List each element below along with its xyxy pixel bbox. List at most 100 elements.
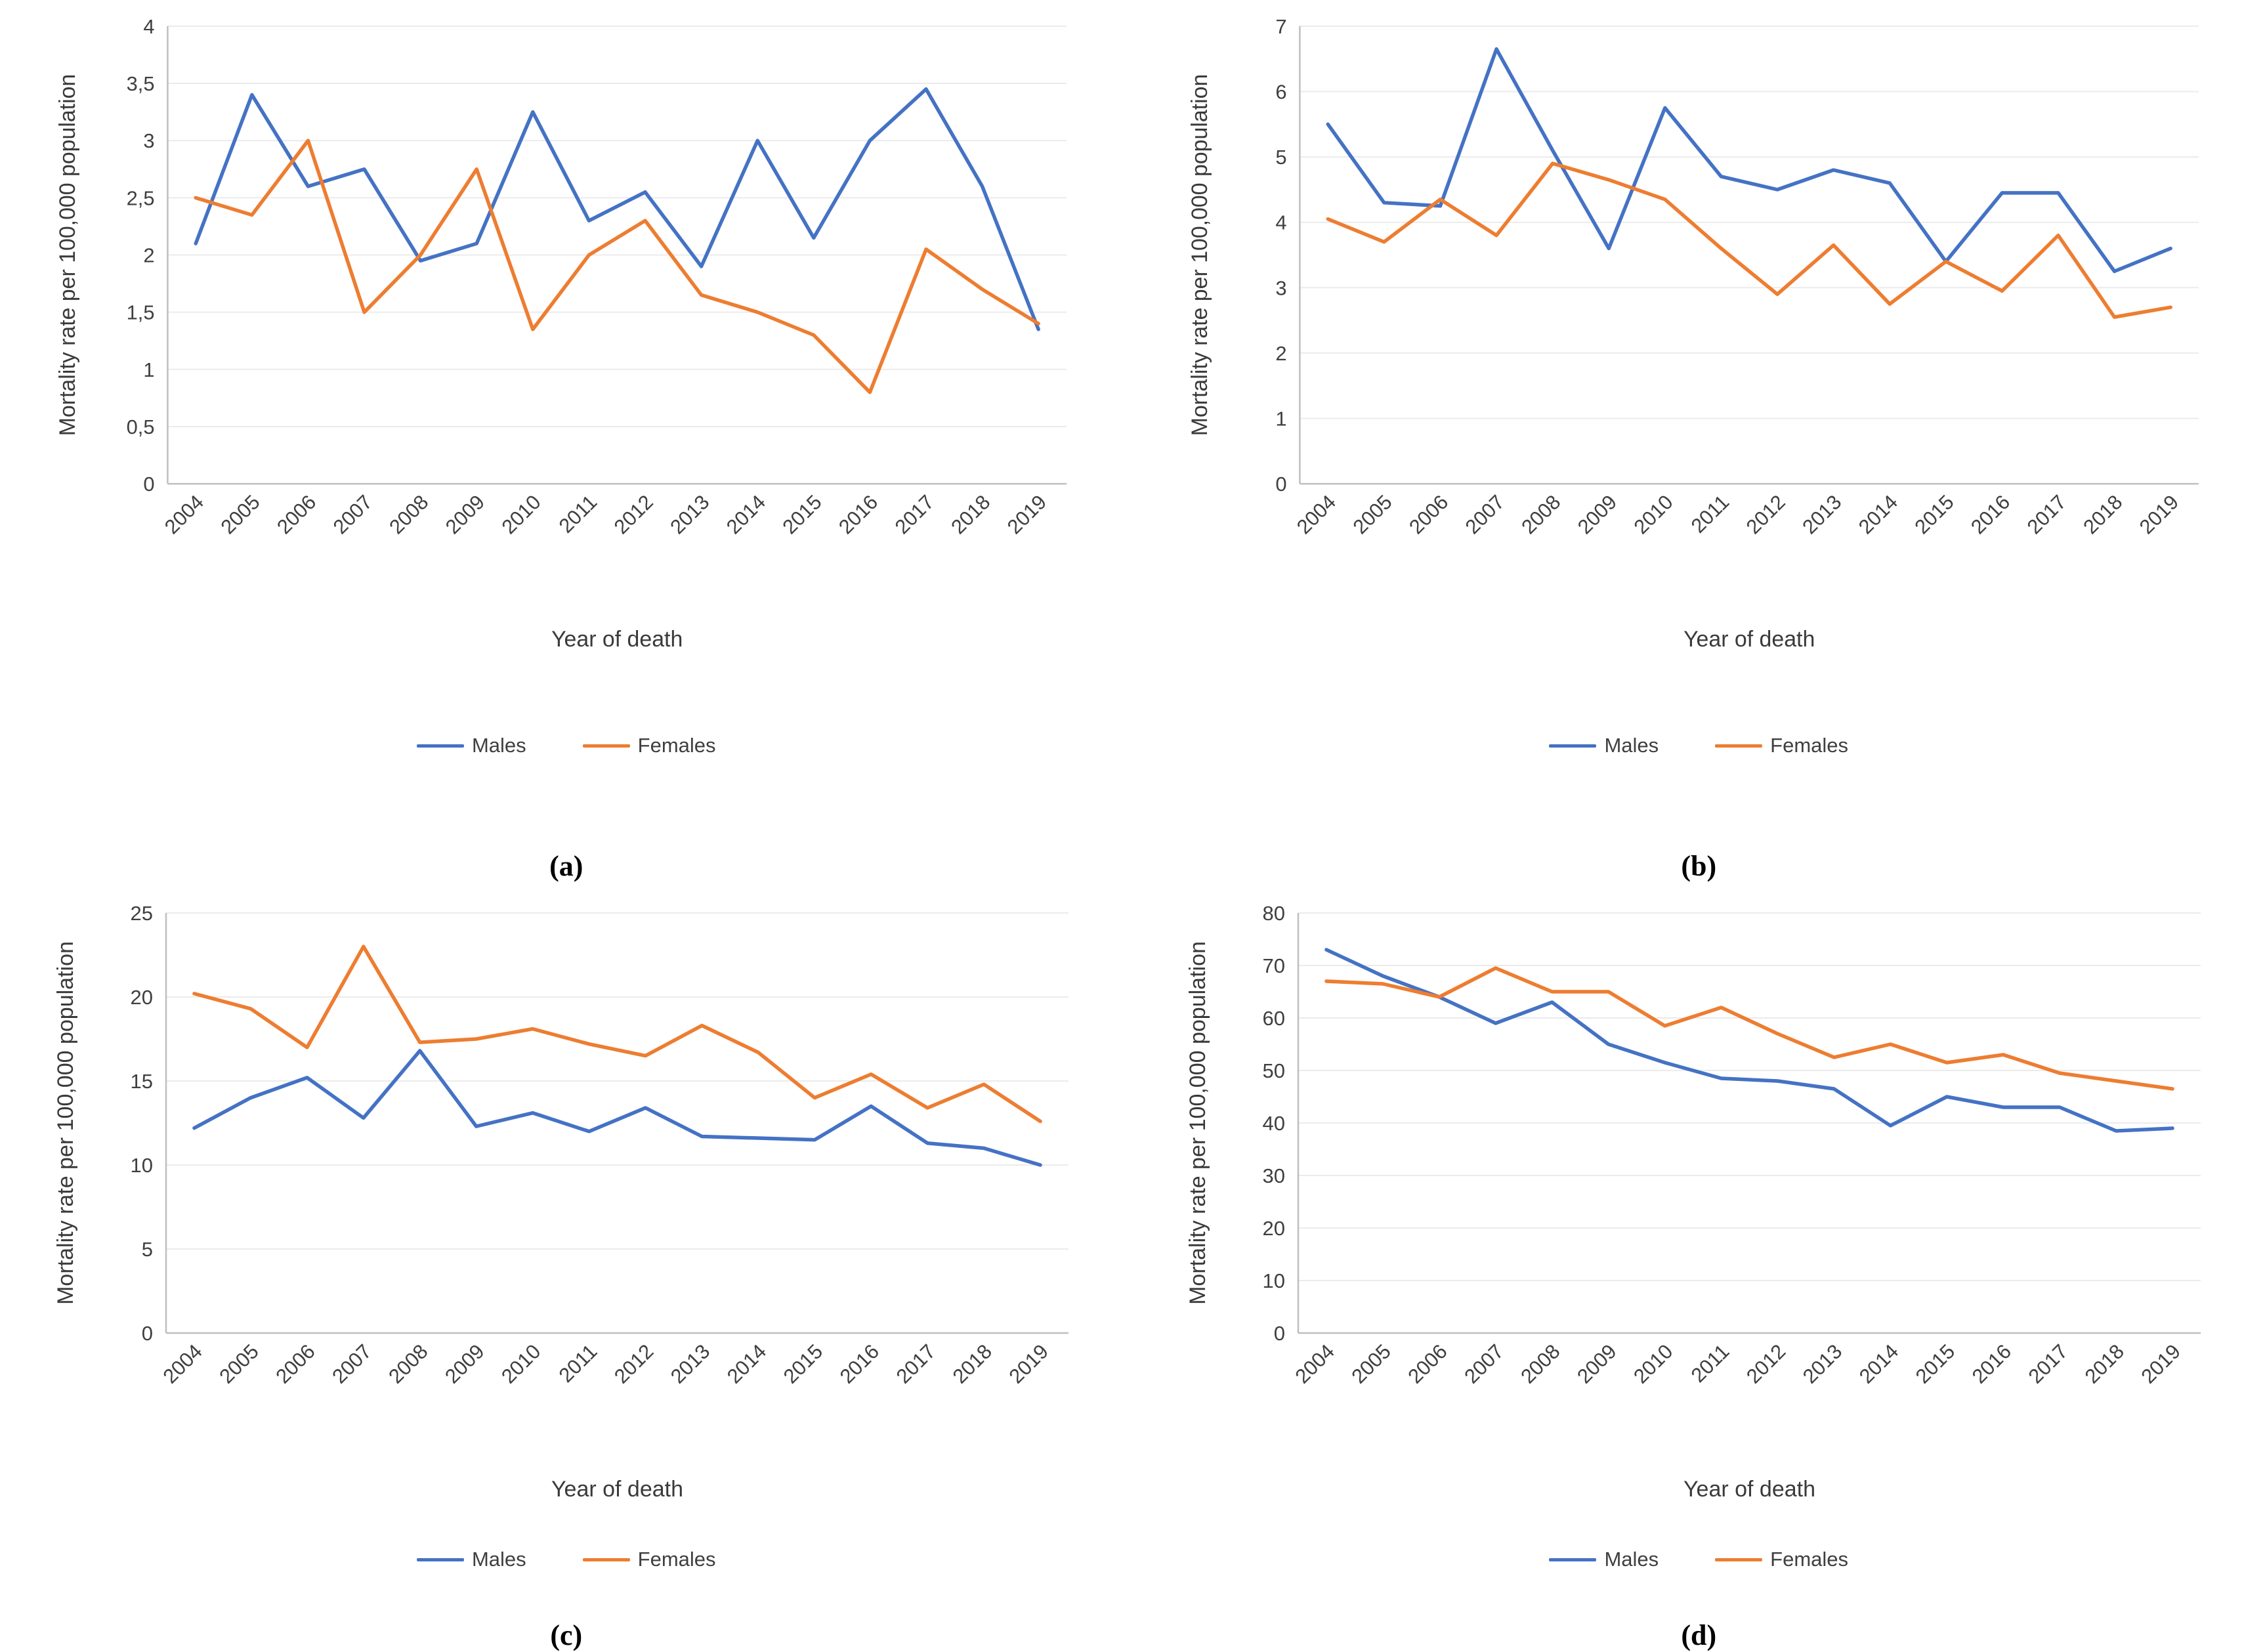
svg-text:2010: 2010	[497, 490, 545, 538]
svg-text:1,5: 1,5	[126, 301, 154, 324]
panel-a: 0 0,5 1 1,5 2 2,5 3 3,5 4 2004 2005 2006 2007 2008 200…	[0, 0, 1133, 883]
axes	[1299, 26, 2199, 485]
svg-text:50: 50	[1263, 1059, 1285, 1082]
females-series-line	[1326, 161, 2173, 319]
y-axis-title: Mortality rate per 100,000 population	[55, 74, 80, 436]
svg-text:2006: 2006	[1405, 490, 1452, 538]
legend-item-males: Males	[1549, 1548, 1659, 1571]
panel-d: 0 10 20 30 40 50 60 70 80 2004 2005 2006 2007 2008 200…	[1133, 883, 2265, 1652]
svg-text:15: 15	[130, 1070, 152, 1093]
females-line-icon	[1715, 744, 1763, 748]
svg-text:2007: 2007	[328, 490, 376, 538]
gridlines	[167, 25, 1067, 427]
males-series-line	[192, 1049, 1042, 1167]
x-axis-tick-labels: 2004 2005 2006 2007 2008 2009 2010 2011 2012 2013…	[1291, 1340, 2186, 1388]
svg-text:40: 40	[1263, 1112, 1285, 1135]
males-line-icon	[1549, 1557, 1597, 1561]
males-series-line	[1326, 47, 2173, 274]
svg-text:10: 10	[130, 1154, 152, 1177]
svg-text:2005: 2005	[215, 1340, 263, 1388]
svg-text:25: 25	[130, 902, 152, 925]
svg-text:2014: 2014	[722, 490, 770, 538]
svg-text:20: 20	[1263, 1217, 1285, 1240]
legend-label-females: Females	[637, 1548, 716, 1571]
svg-text:0: 0	[142, 1322, 153, 1345]
legend-item-females: Females	[1715, 734, 1848, 757]
svg-text:2019: 2019	[1004, 1340, 1053, 1388]
svg-text:2012: 2012	[609, 490, 657, 538]
svg-text:2011: 2011	[1687, 1340, 1734, 1387]
svg-text:2014: 2014	[723, 1340, 771, 1388]
svg-text:2009: 2009	[441, 490, 489, 538]
svg-text:0: 0	[1276, 473, 1287, 496]
svg-text:2005: 2005	[1349, 490, 1397, 538]
svg-text:2018: 2018	[2079, 490, 2127, 538]
svg-text:2011: 2011	[554, 1340, 601, 1387]
legend-a: Males Females	[397, 734, 736, 757]
svg-text:2014: 2014	[1854, 490, 1902, 538]
svg-text:2015: 2015	[778, 1340, 827, 1388]
svg-text:30: 30	[1263, 1164, 1285, 1187]
line-chart-c: 0 5 10 15 20 25 2004 2005 2006 2007 2008 2009 2010 20…	[53, 902, 1069, 1502]
svg-text:80: 80	[1263, 902, 1285, 925]
legend-label-males: Males	[471, 1548, 526, 1571]
legend-item-males: Males	[1549, 734, 1659, 757]
x-axis-tick-labels: 2004 2005 2006 2007 2008 2009 2010 2011 2012 2013…	[160, 490, 1051, 538]
svg-text:2013: 2013	[666, 490, 713, 538]
panel-caption: (c)	[550, 1619, 583, 1651]
legend-label-females: Females	[1770, 1548, 1849, 1571]
females-line-icon	[582, 1557, 630, 1561]
svg-text:2004: 2004	[1291, 1340, 1340, 1388]
x-axis-title: Year of death	[1683, 1477, 1815, 1502]
y-axis-tick-labels: 0 10 20 30 40 50 60 70 80	[1263, 902, 1285, 1345]
svg-text:2017: 2017	[890, 490, 938, 538]
legend-item-females: Females	[1715, 1548, 1848, 1571]
svg-text:2: 2	[1276, 342, 1287, 365]
svg-text:2011: 2011	[554, 490, 601, 538]
legend-d: Males Females	[1529, 1548, 1868, 1571]
females-series-line	[192, 944, 1042, 1124]
svg-text:2018: 2018	[946, 490, 994, 538]
males-series-line	[194, 87, 1040, 331]
svg-text:2012: 2012	[1742, 490, 1790, 538]
svg-text:20: 20	[130, 986, 152, 1009]
y-axis-tick-labels: 0 1 2 3 4 5 6 7	[1276, 15, 1287, 496]
y-axis-title: Mortality rate per 100,000 population	[53, 941, 78, 1305]
svg-text:10: 10	[1263, 1269, 1285, 1292]
svg-text:2005: 2005	[216, 490, 264, 538]
svg-text:2019: 2019	[1003, 490, 1051, 538]
svg-text:2018: 2018	[948, 1340, 996, 1388]
females-line-icon	[1715, 1557, 1763, 1561]
svg-text:2009: 2009	[440, 1340, 489, 1388]
legend-label-males: Males	[1604, 734, 1659, 757]
svg-text:1: 1	[143, 358, 154, 381]
svg-text:2019: 2019	[2135, 490, 2183, 538]
legend-item-females: Females	[582, 1548, 716, 1571]
legend-item-females: Females	[582, 734, 716, 757]
gridlines	[1298, 912, 2201, 1281]
svg-text:2015: 2015	[1911, 1340, 1960, 1388]
panel-caption: (a)	[549, 850, 583, 882]
legend-label-males: Males	[471, 734, 526, 757]
svg-text:4: 4	[143, 15, 154, 38]
svg-text:2: 2	[143, 244, 154, 266]
svg-text:3: 3	[1276, 276, 1287, 299]
legend-label-males: Males	[1604, 1548, 1659, 1571]
svg-text:2015: 2015	[1911, 490, 1958, 538]
males-line-icon	[416, 744, 464, 748]
svg-text:2006: 2006	[272, 490, 320, 538]
panel-b: 0 1 2 3 4 5 6 7 2004 2005 2006 2007 2008 2009 2010 2011…	[1133, 0, 2265, 883]
svg-text:2016: 2016	[1966, 490, 2014, 538]
svg-text:2009: 2009	[1573, 490, 1621, 538]
x-axis-title: Year of death	[1683, 627, 1815, 652]
svg-text:2008: 2008	[385, 490, 433, 538]
females-series-line	[194, 138, 1040, 394]
svg-text:2007: 2007	[328, 1340, 376, 1388]
gridlines	[165, 912, 1069, 1250]
svg-text:3,5: 3,5	[126, 72, 154, 95]
svg-text:2008: 2008	[1517, 490, 1565, 538]
x-axis-tick-labels: 2004 2005 2006 2007 2008 2009 2010 2011 2012 2013…	[158, 1340, 1053, 1388]
svg-text:2018: 2018	[2081, 1340, 2129, 1388]
svg-text:5: 5	[142, 1238, 153, 1261]
